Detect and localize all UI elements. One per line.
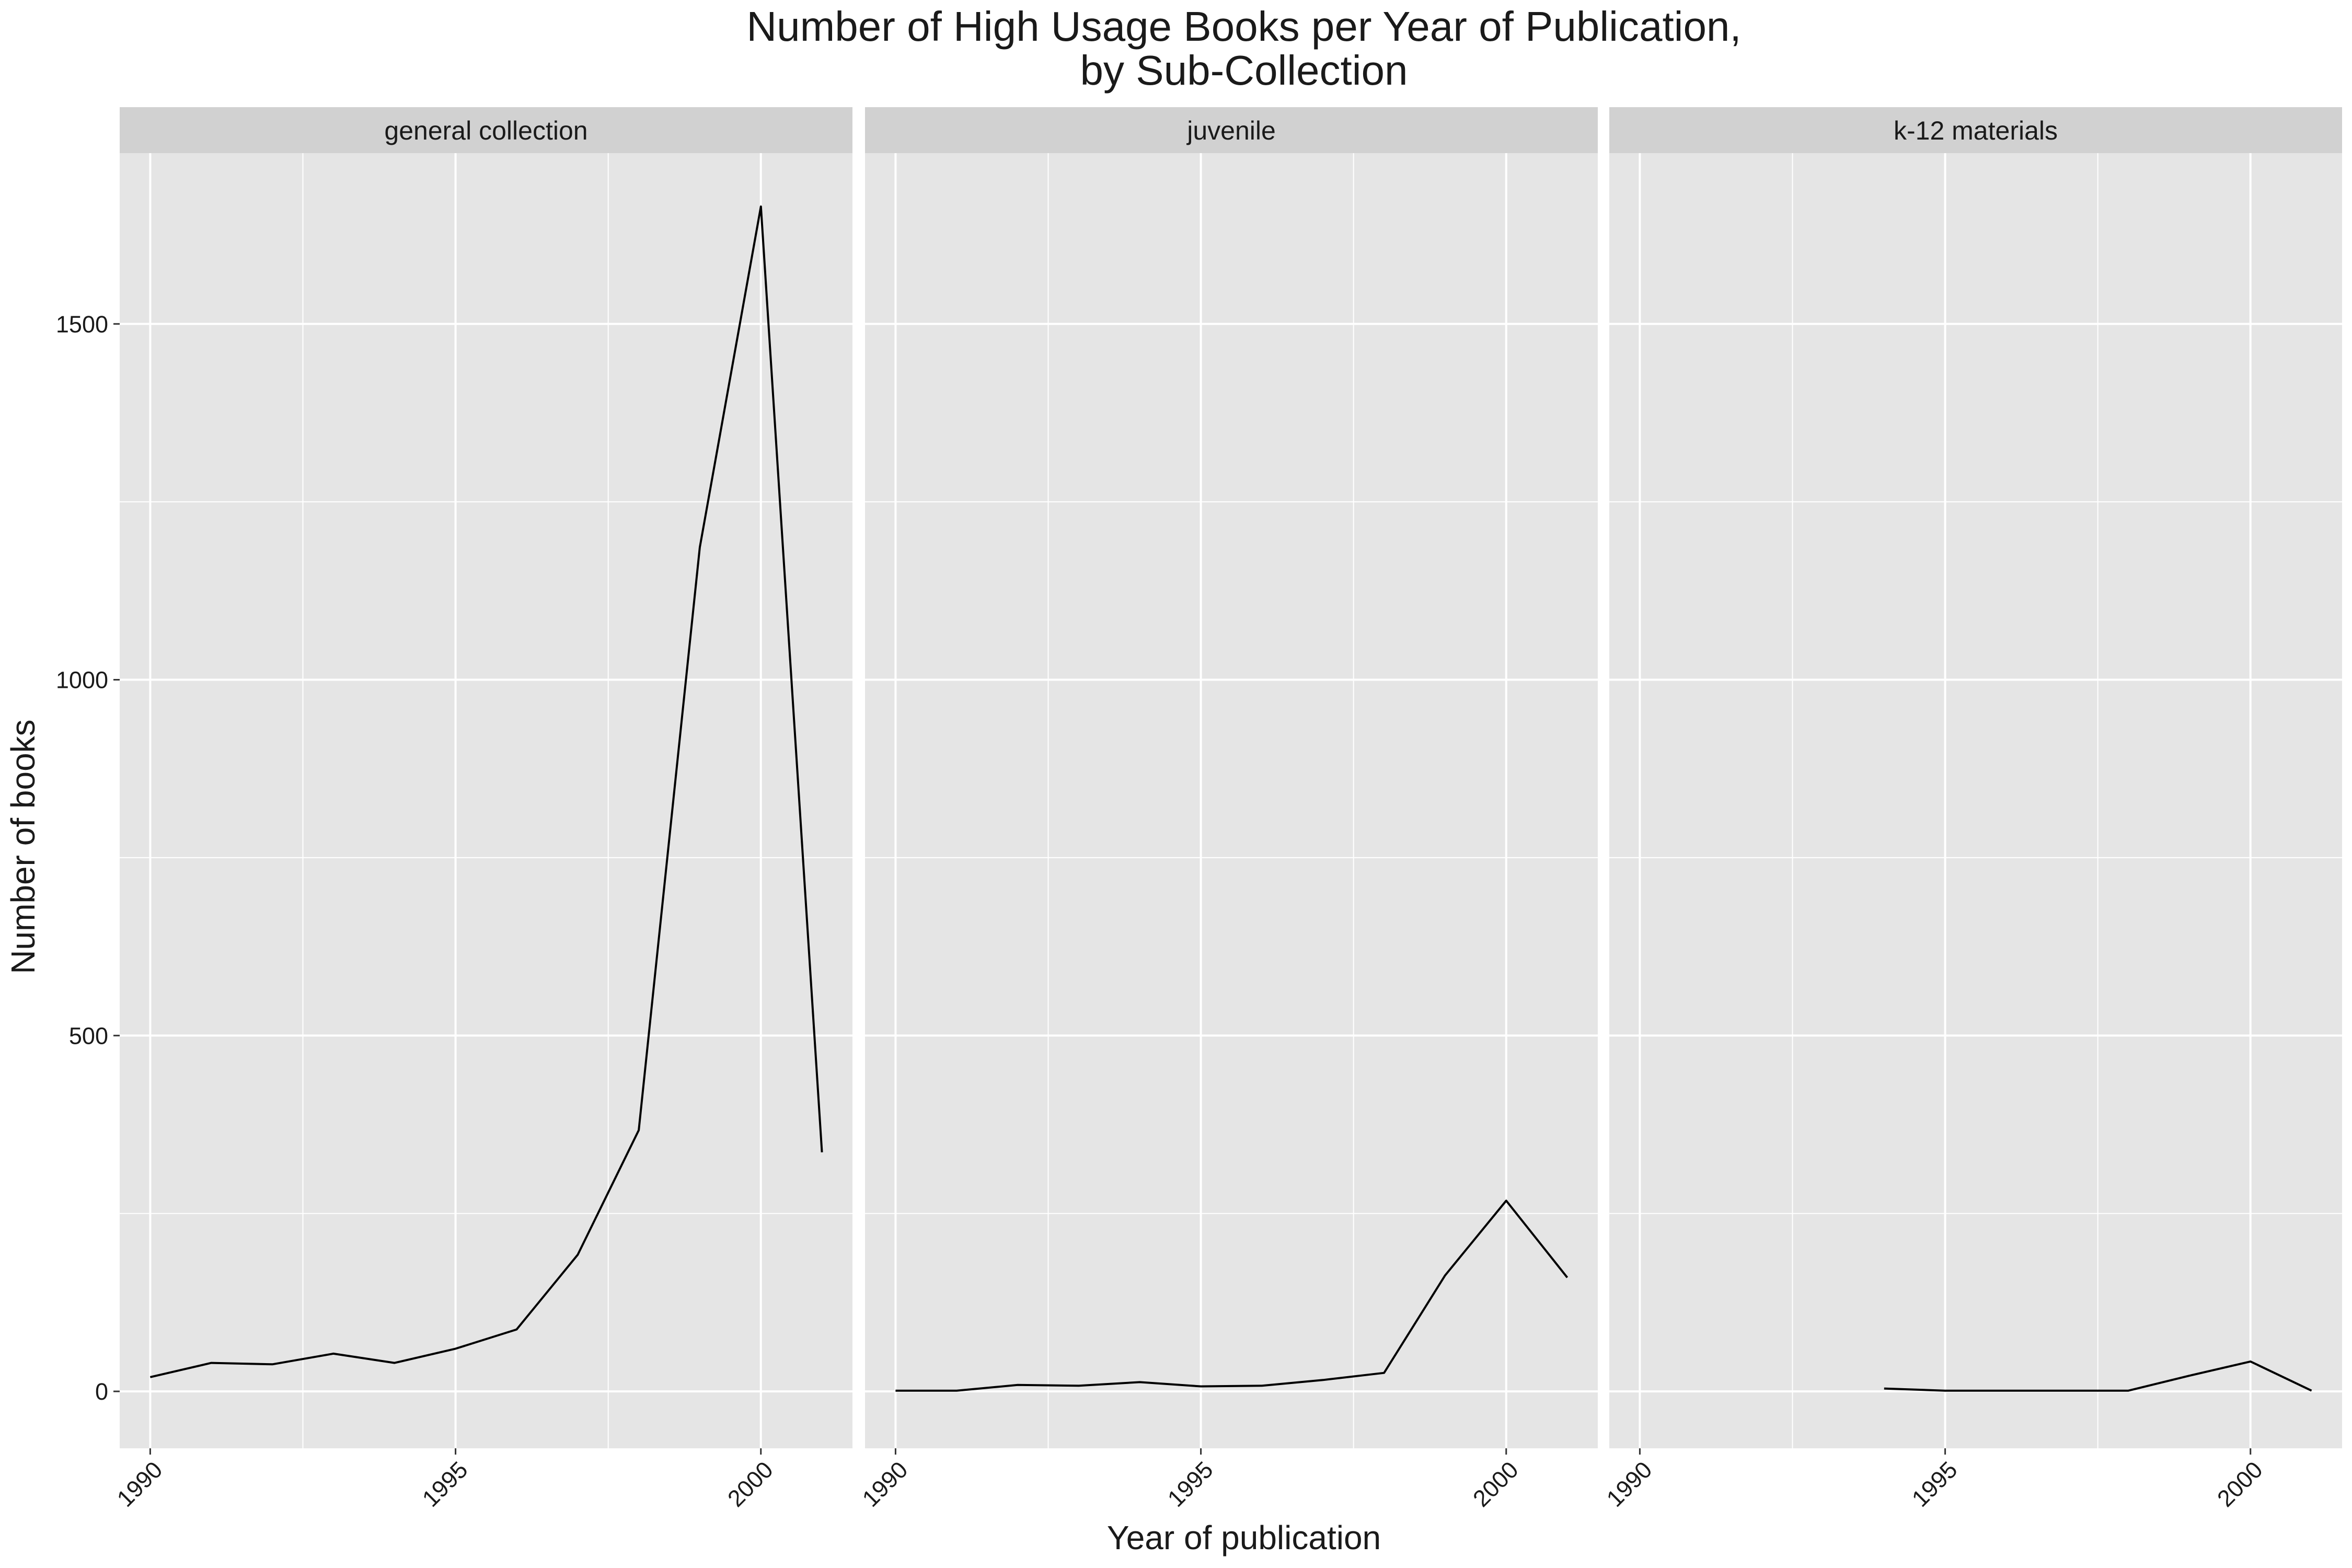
facet-label: k-12 materials — [1894, 116, 2058, 145]
series-line — [149, 205, 823, 1378]
series-line — [895, 1200, 1569, 1392]
facet-label: juvenile — [1186, 116, 1276, 145]
y-tick-label: 1500 — [56, 311, 108, 338]
plot-panel — [1609, 153, 2342, 1448]
y-tick-label: 0 — [95, 1378, 108, 1405]
x-axis-title: Year of publication — [1107, 1519, 1381, 1557]
y-tick-label: 1000 — [56, 667, 108, 694]
y-tick-label: 500 — [69, 1022, 108, 1049]
y-axis-title: Number of books — [4, 719, 42, 974]
facet-label: general collection — [384, 116, 587, 145]
chart-subtitle: by Sub-Collection — [1080, 47, 1408, 94]
plot-panel — [120, 153, 852, 1448]
facet-strip — [865, 107, 1598, 153]
facet-strip — [120, 107, 852, 153]
chart-title: Number of High Usage Books per Year of P… — [746, 3, 1741, 50]
series-line — [1884, 1360, 2312, 1392]
facet-strip — [1609, 107, 2342, 153]
plot-panel — [865, 153, 1598, 1448]
